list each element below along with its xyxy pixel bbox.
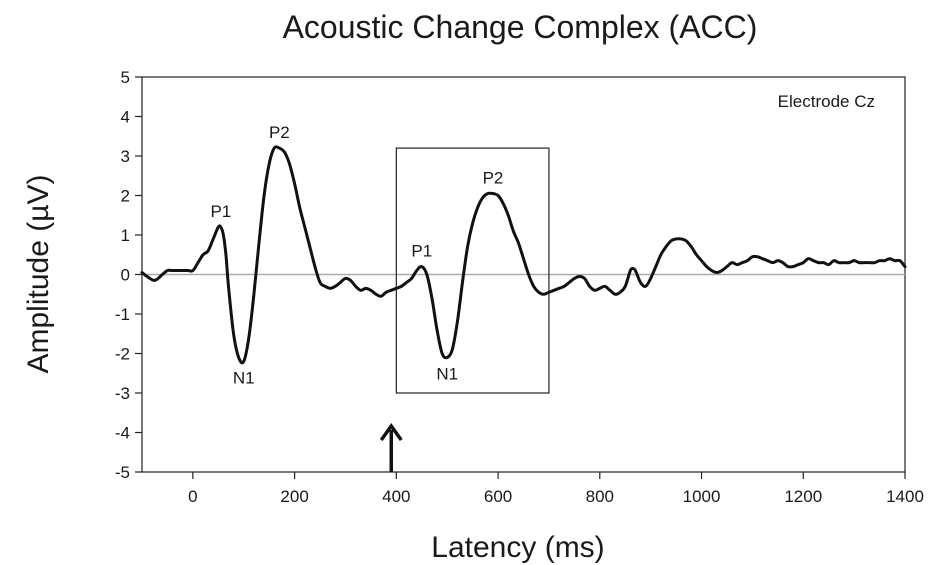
x-tick-label: 1000 bbox=[683, 487, 721, 506]
axis-ticks: 0 200 400 600 800 1000 1200 1400 5 4 3 2 1 0 -1 -2 -3 -4 -… bbox=[115, 68, 924, 506]
y-tick-label: 2 bbox=[121, 187, 130, 206]
y-tick-label: 5 bbox=[121, 68, 130, 87]
electrode-label: Electrode Cz bbox=[778, 92, 875, 111]
x-axis-label: Latency (ms) bbox=[431, 531, 604, 564]
x-tick-label: 200 bbox=[280, 487, 308, 506]
peak-label-p2: P2 bbox=[269, 123, 290, 142]
x-tick-label: 600 bbox=[484, 487, 512, 506]
y-tick-label: -4 bbox=[115, 424, 130, 443]
peak-label-p1: P1 bbox=[210, 202, 231, 221]
peak-label-n1: N1 bbox=[233, 368, 255, 387]
y-tick-label: -3 bbox=[115, 384, 130, 403]
y-tick-label: -1 bbox=[115, 305, 130, 324]
peak-label-n1: N1 bbox=[436, 364, 458, 383]
x-tick-label: 0 bbox=[188, 487, 197, 506]
peak-label-p1: P1 bbox=[411, 242, 432, 261]
y-tick-label: 4 bbox=[121, 108, 130, 127]
x-tick-label: 800 bbox=[586, 487, 614, 506]
y-tick-label: 0 bbox=[121, 266, 130, 285]
chart-title: Acoustic Change Complex (ACC) bbox=[283, 9, 758, 45]
y-tick-label: 1 bbox=[121, 226, 130, 245]
y-axis-label: Amplitude (µV) bbox=[22, 174, 55, 373]
x-tick-label: 400 bbox=[382, 487, 410, 506]
x-tick-label: 1200 bbox=[784, 487, 822, 506]
peak-label-p2: P2 bbox=[483, 169, 504, 188]
x-tick-label: 1400 bbox=[886, 487, 924, 506]
y-tick-label: 3 bbox=[121, 147, 130, 166]
y-tick-label: -5 bbox=[115, 463, 130, 482]
y-tick-label: -2 bbox=[115, 345, 130, 364]
series-line bbox=[140, 145, 907, 365]
acc-window-box bbox=[395, 147, 550, 394]
stimulus-arrow-icon bbox=[379, 422, 403, 472]
peak-labels: P1 N1 P2 P1 N1 P2 bbox=[210, 123, 503, 387]
